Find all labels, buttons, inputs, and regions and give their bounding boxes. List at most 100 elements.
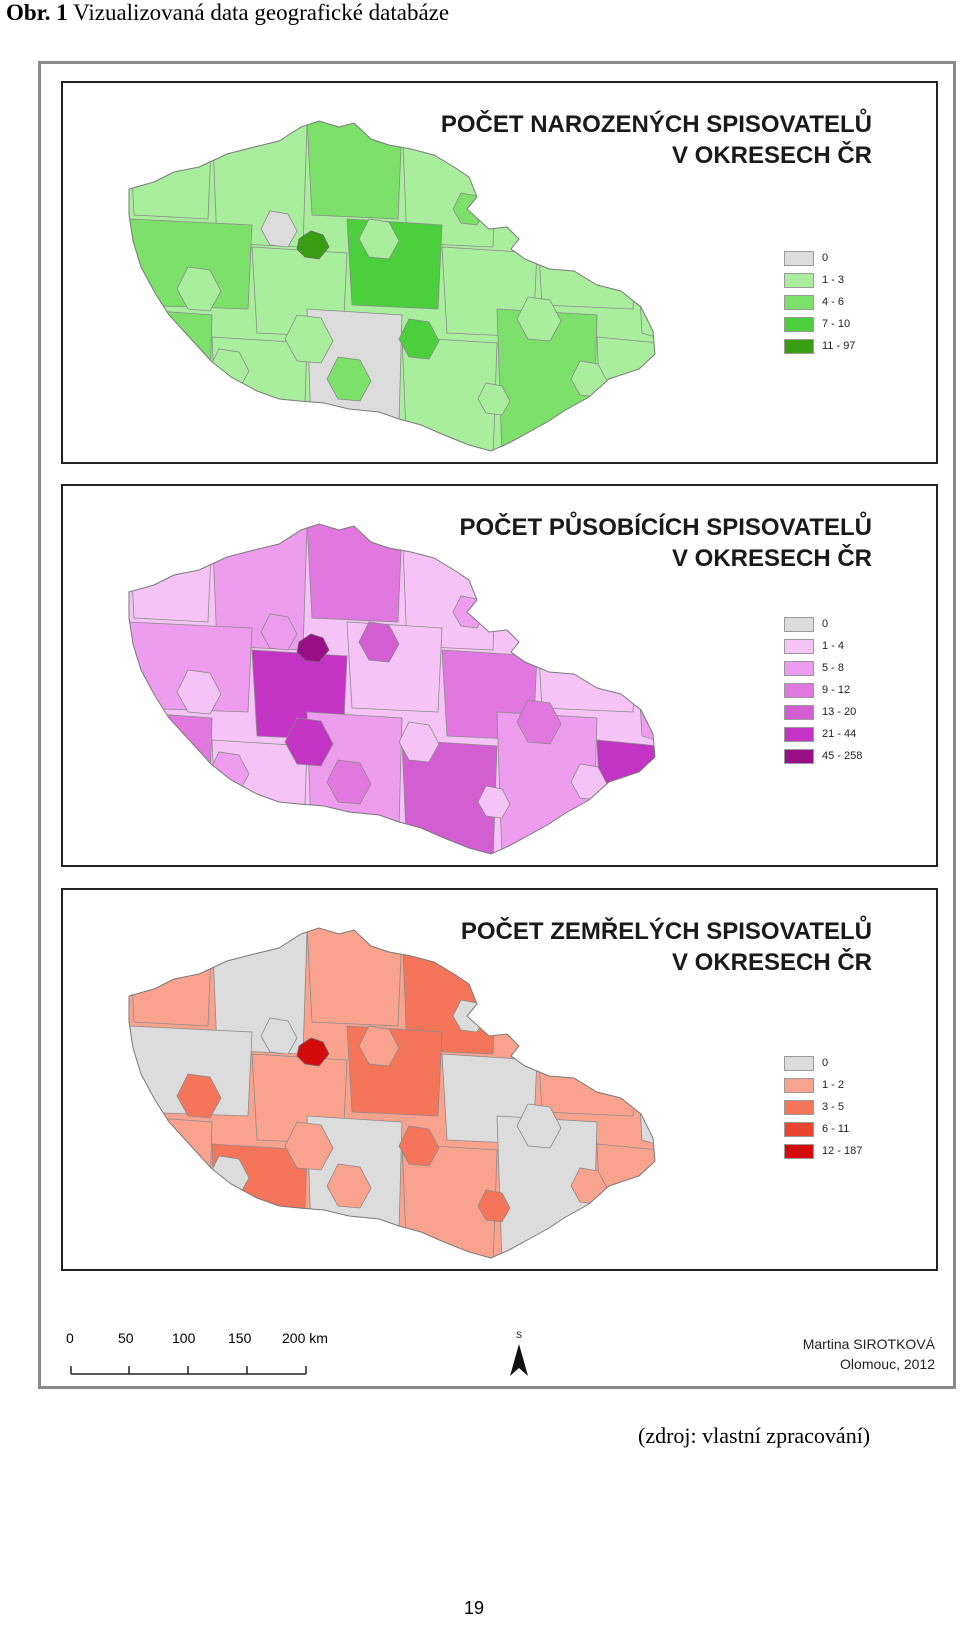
map-born-svg [128, 120, 656, 452]
map-title: POČET PŮSOBÍCÍCH SPISOVATELŮ V OKRESECH … [460, 512, 873, 574]
legend-label: 13 - 20 [822, 706, 857, 718]
legend-label: 7 - 10 [822, 318, 851, 330]
district-region [260, 210, 298, 248]
scale-label: 0 [66, 1330, 74, 1346]
legend-label: 0 [822, 252, 829, 264]
district-region [326, 759, 372, 805]
legend-label: 1 - 4 [822, 640, 845, 652]
legend-swatch [784, 1056, 814, 1071]
district-region [129, 524, 213, 623]
map-title-line1: POČET NAROZENÝCH SPISOVATELŮ [440, 111, 872, 138]
district-region [176, 266, 222, 312]
district-region [358, 1025, 400, 1067]
country-outline [128, 120, 656, 452]
map-active-svg [128, 523, 656, 855]
map-panel-born: POČET NAROZENÝCH SPISOVATELŮ V OKRESECH … [61, 81, 938, 464]
scale-label: 100 [172, 1330, 196, 1346]
scale-label: 150 [228, 1330, 252, 1346]
legend-swatch [784, 617, 814, 632]
legend-swatch [784, 683, 814, 698]
scale-bar: 0 50 100 150 200 km [66, 1330, 328, 1380]
district-region [358, 621, 400, 663]
legend-swatch [784, 339, 814, 354]
country-outline [128, 927, 656, 1259]
legend-swatch [784, 1100, 814, 1115]
legend-swatch [784, 749, 814, 764]
legend-swatch [784, 317, 814, 332]
scale-label: 50 [118, 1330, 134, 1346]
legend-swatch [784, 251, 814, 266]
map-title-line1: POČET ZEMŘELÝCH SPISOVATELŮ [460, 918, 872, 945]
legend-swatch [784, 295, 814, 310]
district-region [536, 1025, 638, 1117]
legend-label: 1 - 3 [822, 274, 845, 286]
legend-label: 4 - 6 [822, 296, 845, 308]
district-region [129, 308, 213, 451]
legend-swatch [784, 727, 814, 742]
map-title-line2: V OKRESECH ČR [671, 142, 872, 169]
district-region [516, 699, 562, 745]
north-arrow: S [508, 1330, 530, 1378]
legend-label: 11 - 97 [822, 340, 856, 352]
district-region [326, 1163, 372, 1209]
district-region [284, 1121, 334, 1171]
district-region [516, 296, 562, 342]
district-region [516, 1103, 562, 1149]
legend-label: 12 - 187 [822, 1145, 863, 1157]
district-region [306, 928, 403, 1027]
author-credit: Martina SIROTKOVÁ Olomouc, 2012 [803, 1334, 935, 1374]
district-region [176, 669, 222, 715]
figure-label: Obr. 1 [6, 0, 68, 25]
district-region [306, 121, 403, 220]
source-note: (zdroj: vlastní zpracování) [638, 1423, 871, 1448]
scale-bar-line [70, 1366, 307, 1375]
map-died-svg [128, 927, 656, 1259]
author-name: Martina SIROTKOVÁ [802, 1336, 935, 1352]
map-title-line2: V OKRESECH ČR [671, 545, 872, 572]
district-region [326, 356, 372, 402]
district-region [398, 318, 440, 360]
map-panel-died: POČET ZEMŘELÝCH SPISOVATELŮ V OKRESECH Č… [61, 888, 938, 1271]
legend-label: 0 [822, 618, 829, 630]
legend-label: 6 - 11 [822, 1123, 850, 1135]
district-region [536, 621, 638, 713]
prague-district [296, 230, 330, 260]
district-region [358, 218, 400, 260]
legend-label: 0 [822, 1057, 829, 1069]
legend-swatch [784, 661, 814, 676]
district-region [596, 336, 655, 451]
country-outline [128, 523, 656, 855]
district-region [260, 1017, 298, 1055]
district-region [129, 711, 213, 854]
north-arrow-icon [510, 1344, 528, 1376]
legend-swatch [784, 639, 814, 654]
district-region [596, 739, 655, 854]
map-title-line2: V OKRESECH ČR [671, 949, 872, 976]
legend-swatch [784, 1122, 814, 1137]
district-region [176, 1073, 222, 1119]
district-region [284, 314, 334, 364]
legend-label: 9 - 12 [822, 684, 851, 696]
legend-label: 5 - 8 [822, 662, 845, 674]
legend-label: 3 - 5 [822, 1101, 845, 1113]
district-region [129, 121, 213, 220]
district-region [260, 613, 298, 651]
scale-label: 200 km [282, 1330, 328, 1346]
legend-swatch [784, 1078, 814, 1093]
district-region [477, 785, 511, 819]
map-panel-active: POČET PŮSOBÍCÍCH SPISOVATELŮ V OKRESECH … [61, 484, 938, 867]
district-region [284, 717, 334, 767]
legend-swatch [784, 1144, 814, 1159]
author-place-year: Olomouc, 2012 [840, 1356, 935, 1372]
district-region [477, 1189, 511, 1223]
district-region [306, 524, 403, 623]
north-label: S [515, 1330, 522, 1340]
page-number: 19 [464, 1598, 485, 1618]
district-region [477, 382, 511, 416]
map-title: POČET ZEMŘELÝCH SPISOVATELŮ V OKRESECH Č… [461, 916, 872, 978]
legend-label: 1 - 2 [822, 1079, 845, 1091]
district-region [129, 928, 213, 1027]
district-region [129, 1115, 213, 1258]
district-region [536, 218, 638, 310]
legend-swatch [784, 705, 814, 720]
